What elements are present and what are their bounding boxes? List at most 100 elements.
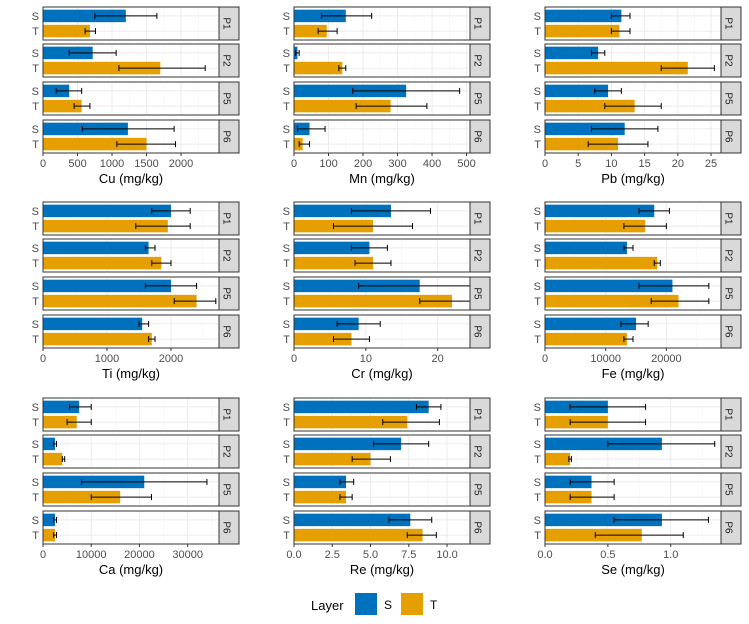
category-label-s: S bbox=[32, 11, 39, 23]
facet-strip-label: P5 bbox=[472, 287, 483, 300]
category-label-s: S bbox=[534, 243, 541, 255]
facet-strip bbox=[469, 276, 491, 311]
x-tick-label: 1000 bbox=[100, 158, 124, 170]
bar-t bbox=[294, 415, 408, 429]
bar-t bbox=[43, 528, 56, 542]
category-label-t: T bbox=[32, 63, 39, 75]
error-bar-t bbox=[116, 141, 177, 148]
error-bar-t bbox=[569, 419, 647, 426]
facet-strip-label: P2 bbox=[472, 54, 483, 67]
x-axis-title: Mn (mg/kg) bbox=[349, 171, 415, 186]
bar-s bbox=[294, 241, 370, 255]
legend-swatch-s bbox=[355, 593, 377, 615]
error-bar-t bbox=[339, 494, 353, 501]
error-bar-t bbox=[118, 65, 206, 72]
legend-swatch-t bbox=[401, 593, 423, 615]
category-label-t: T bbox=[283, 417, 290, 429]
x-tick-label: 10.0 bbox=[436, 549, 457, 561]
facet-strip-label: P1 bbox=[723, 408, 734, 421]
x-tick-label: 500 bbox=[457, 158, 475, 170]
error-bar-s bbox=[68, 49, 117, 56]
category-label-s: S bbox=[32, 319, 39, 331]
error-bar-s bbox=[350, 207, 431, 214]
x-tick-label: 5 bbox=[575, 158, 581, 170]
facet-panel: P1 ST bbox=[283, 6, 491, 41]
x-tick-label: 2000 bbox=[169, 158, 193, 170]
facet-panel: P1 ST bbox=[32, 201, 240, 236]
bar-t bbox=[294, 452, 371, 466]
facet-strip-label: P1 bbox=[472, 408, 483, 421]
error-bar-t bbox=[66, 419, 92, 426]
bar-t bbox=[43, 452, 63, 466]
error-bar-s bbox=[144, 244, 156, 251]
category-label-s: S bbox=[32, 402, 39, 414]
facet-panel: P6 ST bbox=[534, 510, 742, 545]
category-label-s: S bbox=[32, 124, 39, 136]
bar-s bbox=[545, 46, 599, 60]
facet-strip-label: P1 bbox=[221, 17, 232, 30]
facet-panel: P5 ST bbox=[283, 472, 491, 507]
facet-strip bbox=[720, 510, 742, 545]
facet-strip-label: P6 bbox=[723, 521, 734, 534]
category-label-t: T bbox=[32, 334, 39, 346]
category-label-t: T bbox=[32, 139, 39, 151]
category-label-s: S bbox=[283, 319, 290, 331]
error-bar-t bbox=[660, 65, 715, 72]
bar-s bbox=[43, 46, 93, 60]
legend-title: Layer bbox=[311, 598, 344, 613]
bar-t bbox=[43, 490, 121, 504]
bar-s bbox=[294, 9, 346, 23]
bar-s bbox=[545, 437, 662, 451]
facet-panel: P6 ST bbox=[32, 510, 240, 545]
facet-strip-label: P1 bbox=[221, 212, 232, 225]
bar-s bbox=[43, 204, 171, 218]
x-tick-label: 0.0 bbox=[286, 549, 301, 561]
error-bar-s bbox=[321, 12, 373, 19]
x-tick-label: 1.0 bbox=[663, 549, 678, 561]
bar-s bbox=[294, 204, 391, 218]
bar-t bbox=[294, 294, 453, 308]
category-label-t: T bbox=[534, 26, 541, 38]
category-label-t: T bbox=[32, 101, 39, 113]
error-bar-s bbox=[339, 478, 355, 485]
error-bar-s bbox=[295, 49, 300, 56]
bar-s bbox=[545, 241, 627, 255]
facet-strip-label: P6 bbox=[221, 130, 232, 143]
category-label-s: S bbox=[32, 439, 39, 451]
facet-strip-label: P2 bbox=[221, 445, 232, 458]
error-bar-t bbox=[406, 532, 437, 539]
x-axis-title: Ti (mg/kg) bbox=[102, 366, 160, 381]
error-bar-s bbox=[620, 320, 649, 327]
error-bar-t bbox=[53, 532, 58, 539]
bar-t bbox=[43, 99, 82, 113]
category-label-t: T bbox=[534, 101, 541, 113]
category-label-s: S bbox=[283, 206, 290, 218]
error-bar-s bbox=[69, 403, 92, 410]
bar-s bbox=[43, 317, 143, 331]
error-bar-t bbox=[61, 456, 66, 463]
category-label-s: S bbox=[283, 48, 290, 60]
category-label-s: S bbox=[283, 515, 290, 527]
x-tick-label: 25 bbox=[705, 158, 717, 170]
facet-panel: P1 ST bbox=[534, 397, 742, 432]
bar-t bbox=[294, 137, 303, 151]
category-label-s: S bbox=[283, 124, 290, 136]
category-label-t: T bbox=[534, 296, 541, 308]
x-tick-label: 5.0 bbox=[363, 549, 378, 561]
facet-strip bbox=[218, 510, 240, 545]
bar-t bbox=[294, 256, 374, 270]
category-label-s: S bbox=[283, 281, 290, 293]
bar-s bbox=[294, 400, 429, 414]
x-axis-title: Cu (mg/kg) bbox=[99, 171, 163, 186]
facet-panel: P5 ST bbox=[534, 276, 742, 311]
facet-strip-label: P6 bbox=[472, 130, 483, 143]
error-bar-t bbox=[298, 141, 311, 148]
error-bar-t bbox=[594, 532, 684, 539]
bar-s bbox=[294, 84, 407, 98]
error-bar-s bbox=[94, 12, 158, 19]
error-bar-t bbox=[650, 298, 710, 305]
facet-strip bbox=[720, 434, 742, 469]
bar-t bbox=[294, 528, 423, 542]
